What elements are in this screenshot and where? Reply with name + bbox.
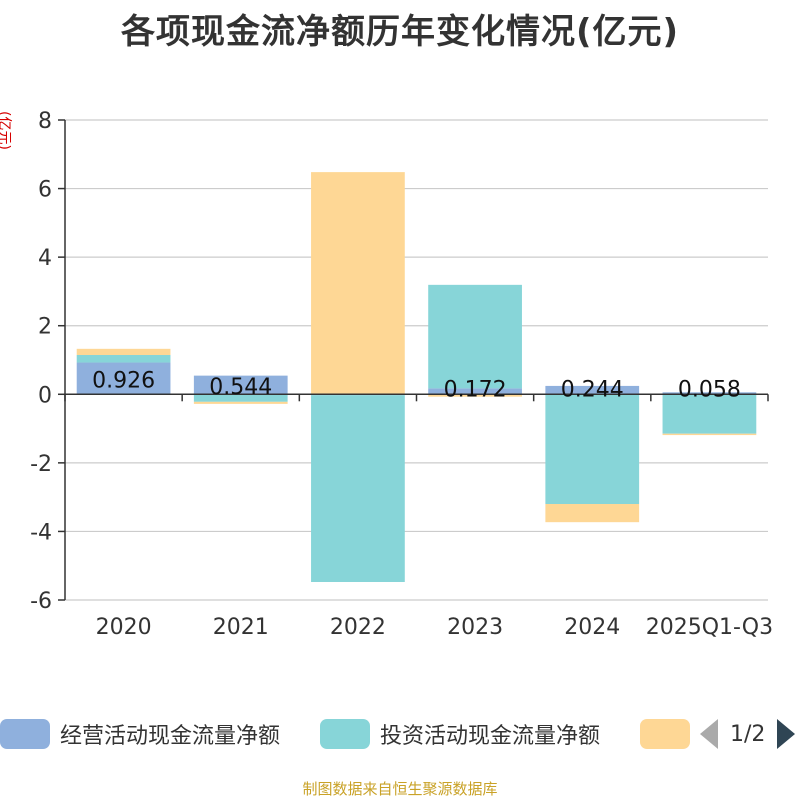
data-label: 0.058 [678, 377, 741, 402]
legend: 经营活动现金流量净额 投资活动现金流量净额 1/2 [0, 712, 800, 756]
axes: -6 -4 -2 0 2 4 6 8 2020 2021 2022 2023 2024 2025Q1-Q3 [30, 109, 773, 640]
bar-series0-2020[interactable] [76, 362, 171, 395]
legend-label-operating: 经营活动现金流量净额 [60, 724, 281, 749]
y-tick-label: 6 [38, 178, 52, 203]
y-tick-label: -2 [30, 452, 52, 477]
bar-series1-2024[interactable] [545, 394, 640, 504]
bar-series2-2025Q1-Q3[interactable] [662, 433, 757, 436]
chart-title: 各项现金流净额历年变化情况(亿元) [120, 12, 680, 52]
bar-chart: -6 -4 -2 0 2 4 6 8 2020 2021 2022 2023 2024 2025Q1-Q3… [30, 109, 773, 640]
bar-series1-2023[interactable] [428, 284, 522, 389]
data-label: 0.172 [444, 377, 507, 402]
bars [76, 172, 757, 582]
y-tick-label: 4 [38, 246, 52, 271]
legend-label-investing: 投资活动现金流量净额 [380, 724, 601, 749]
bar-series1-2022[interactable] [311, 395, 405, 582]
bar-series2-2020[interactable] [76, 348, 171, 355]
legend-swatch-financing [640, 719, 690, 749]
x-tick-label: 2021 [213, 615, 269, 640]
data-label: 0.926 [92, 368, 155, 393]
data-label: 0.244 [561, 377, 624, 402]
y-tick-label: 2 [38, 315, 52, 340]
legend-pager: 1/2 [700, 712, 796, 756]
x-tick-label: 2020 [96, 615, 152, 640]
legend-swatch-operating [0, 719, 50, 749]
bar-series0-2023[interactable] [428, 388, 522, 395]
y-tick-label: 8 [38, 109, 52, 134]
prev-page-icon[interactable] [700, 719, 718, 749]
bar-series1-2020[interactable] [76, 354, 171, 363]
next-page-icon[interactable] [777, 719, 796, 749]
data-label: 0.544 [209, 375, 272, 400]
x-tick-label: 2022 [330, 615, 386, 640]
legend-item-financing[interactable] [640, 712, 700, 756]
x-tick-label: 2023 [447, 615, 503, 640]
x-tick-label: 2025Q1-Q3 [646, 615, 773, 640]
bar-series1-2021[interactable] [193, 394, 288, 402]
source-note: 制图数据来自恒生聚源数据库 [302, 780, 498, 798]
bar-series2-2023[interactable] [428, 394, 522, 397]
legend-swatch-investing [320, 719, 370, 749]
bar-series2-2021[interactable] [193, 401, 288, 404]
bar-series0-2021[interactable] [193, 375, 288, 395]
bar-series2-2024[interactable] [545, 504, 640, 523]
legend-item-investing[interactable]: 投资活动现金流量净额 [320, 712, 600, 756]
x-tick-label: 2024 [564, 615, 620, 640]
bar-series1-2025Q1-Q3[interactable] [662, 394, 757, 434]
bar-series2-2022[interactable] [311, 172, 405, 395]
bar-series0-2024[interactable] [545, 385, 640, 395]
legend-item-operating[interactable]: 经营活动现金流量净额 [0, 712, 280, 756]
y-tick-label: -6 [30, 589, 52, 614]
bar-series0-2025Q1-Q3[interactable] [662, 392, 757, 395]
data-labels: 0.926 0.544 0.172 0.244 0.058 [92, 368, 741, 402]
y-tick-label: -4 [30, 520, 52, 545]
y-tick-label: 0 [38, 383, 52, 408]
page-indicator: 1/2 [730, 721, 766, 747]
